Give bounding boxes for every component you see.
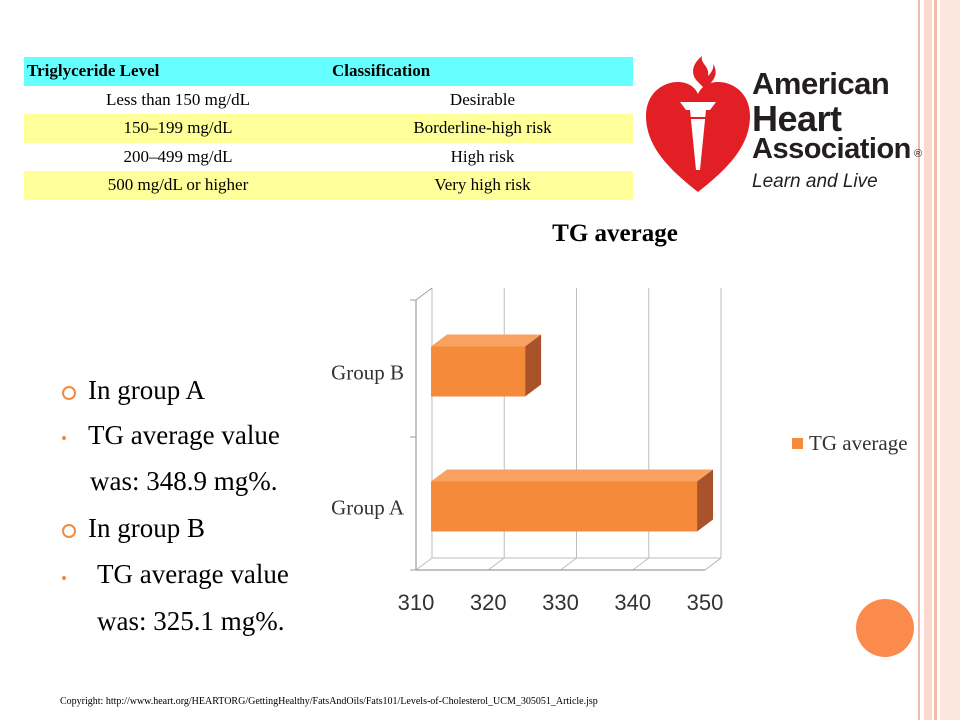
legend-swatch	[792, 438, 803, 449]
bullet-ring-icon	[62, 386, 76, 400]
bullet-item: was: 348.9 mg%.	[90, 466, 278, 496]
chart-title: TG average	[552, 220, 678, 247]
triglyceride-table: Triglyceride Level Classification Less t…	[24, 57, 633, 200]
x-tick-label: 320	[470, 590, 507, 615]
table-row: 150–199 mg/dL Borderline-high risk	[24, 114, 633, 143]
table-cell: Very high risk	[332, 171, 633, 200]
table-cell: 500 mg/dL or higher	[24, 171, 332, 200]
legend-label: TG average	[809, 431, 908, 455]
bar	[431, 346, 526, 397]
table-cell: 200–499 mg/dL	[24, 142, 332, 171]
table-header-row: Triglyceride Level Classification	[24, 57, 633, 86]
floor-right-edge	[704, 557, 722, 571]
table-row: Less than 150 mg/dL Desirable	[24, 85, 633, 114]
floor-gridline	[560, 557, 577, 571]
floor-gridline	[415, 557, 433, 571]
border-strip	[934, 0, 937, 720]
decorative-circle	[856, 599, 914, 657]
x-tick-label: 350	[687, 590, 724, 615]
table-row: 500 mg/dL or higher Very high risk	[24, 171, 633, 200]
heart-torch-logo-icon	[646, 56, 750, 192]
table-cell: Desirable	[332, 85, 633, 114]
border-strip	[940, 0, 960, 720]
bullet-ring-icon	[62, 524, 76, 538]
table-header-cell: Triglyceride Level	[24, 57, 332, 86]
border-strip	[918, 0, 920, 720]
logo-tagline: Learn and Live	[752, 171, 878, 192]
logo-wordmark: Association	[752, 133, 911, 165]
table-row: 200–499 mg/dL High risk	[24, 142, 633, 171]
y-category-label: Group A	[331, 496, 405, 520]
bullet-item: In group B	[88, 513, 205, 543]
bullet-item: was: 325.1 mg%.	[97, 606, 285, 636]
x-tick-label: 310	[398, 590, 435, 615]
tg-bar-chart: 310 320 330 340 350 Group A Group B TG average	[331, 287, 908, 615]
table-cell: Borderline-high risk	[332, 114, 633, 143]
x-tick-label: 340	[614, 590, 651, 615]
logo-wordmark: Heart	[752, 98, 842, 139]
table-cell: High risk	[332, 142, 633, 171]
floor-gridline	[632, 557, 650, 571]
table-cell: 150–199 mg/dL	[24, 114, 332, 143]
bar-top-face	[431, 334, 542, 347]
bullet-item: In group A	[88, 375, 205, 405]
bar-top-face	[431, 469, 714, 482]
table-cell: Less than 150 mg/dL	[24, 85, 332, 114]
wall-edge	[415, 287, 433, 301]
registered-mark: ®	[914, 148, 923, 160]
copyright-text: Copyright: http://www.heart.org/HEARTORG…	[60, 696, 598, 707]
bullet-dot-icon	[62, 436, 66, 440]
bullet-dot-icon	[62, 576, 66, 580]
border-strip	[924, 0, 932, 720]
table-header-cell: Classification	[332, 57, 633, 86]
y-category-label: Group B	[331, 361, 404, 385]
logo-wordmark: American	[752, 66, 890, 101]
x-tick-label: 330	[542, 590, 579, 615]
bar-side-face	[525, 334, 542, 397]
bullet-item: TG average value	[97, 559, 289, 589]
bar	[431, 481, 698, 532]
bullet-item: TG average value	[88, 420, 280, 450]
bar-side-face	[697, 469, 714, 532]
floor-gridline	[487, 557, 505, 571]
